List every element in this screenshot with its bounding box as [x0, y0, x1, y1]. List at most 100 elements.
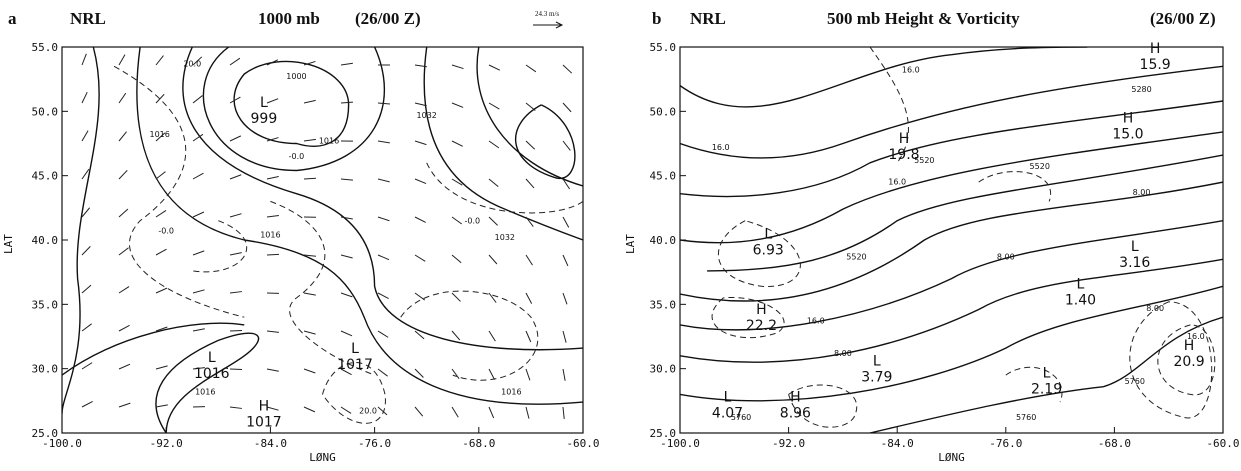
wind-vector [525, 102, 536, 111]
y-tick-label: 30.0 [32, 363, 59, 376]
contour-line [680, 47, 1088, 108]
contour-dashed [1157, 324, 1216, 396]
wind-vector [340, 292, 353, 298]
x-tick-label: -84.0 [254, 437, 287, 450]
x-tick-label: -68.0 [1098, 437, 1131, 450]
contour-dashed [270, 200, 375, 376]
wind-vector [377, 216, 390, 222]
contour-label: 1016 [150, 130, 170, 139]
wind-vector [155, 365, 168, 370]
contour-line [680, 285, 1223, 402]
contour-label: 5280 [1131, 85, 1151, 94]
wind-vector [488, 178, 499, 188]
contour-label: 5520 [914, 156, 934, 165]
y-tick-label: 45.0 [650, 170, 677, 183]
contour-dashed [426, 162, 583, 214]
wind-vector [562, 406, 565, 419]
system-symbol: H [790, 390, 801, 406]
wind-vector [229, 96, 241, 104]
wind-vector [340, 178, 353, 181]
contour-label: 8.00 [834, 349, 852, 358]
contour-line [680, 181, 1223, 302]
contour-line [680, 220, 1223, 331]
contour-line [869, 316, 1223, 433]
wind-vector [525, 178, 535, 189]
wind-vector [155, 404, 168, 408]
wind-vector [451, 178, 463, 186]
wind-vector [155, 326, 168, 332]
contour-line [136, 47, 583, 405]
y-tick-label: 35.0 [32, 298, 59, 311]
wind-vector [81, 168, 90, 180]
x-tick-label: -92.0 [772, 437, 805, 450]
y-tick-label: 30.0 [650, 363, 677, 376]
system-value: 1017 [246, 415, 282, 431]
contour-label: 5520 [846, 252, 866, 261]
y-axis-label: LAT [624, 234, 637, 254]
contour-label: 5760 [731, 413, 751, 422]
panel-label: a [8, 9, 17, 28]
contour-line [62, 322, 245, 376]
contour-line [680, 131, 1223, 244]
y-axis-label: LAT [2, 234, 15, 254]
wind-vector [118, 324, 130, 332]
wind-vector [303, 177, 317, 180]
wind-vector [562, 178, 571, 190]
y-tick-label: 55.0 [650, 41, 677, 54]
wind-vector [451, 140, 463, 147]
wind-vector [118, 363, 131, 370]
wind-vector [562, 254, 569, 267]
wind-vector [229, 213, 242, 218]
wind-vector [192, 211, 205, 218]
x-tick-label: -100.0 [660, 437, 700, 450]
wind-vector [451, 330, 461, 341]
plot-frame [679, 46, 1224, 434]
wind-vector [118, 402, 131, 408]
contour-label: 1000 [286, 72, 306, 81]
contour-line [155, 332, 260, 433]
contour-line [707, 154, 1223, 272]
wind-vector [303, 368, 316, 374]
wind-vector [118, 92, 127, 104]
wind-vector [562, 368, 566, 381]
contour-line [680, 100, 1223, 198]
system-symbol: H [899, 131, 910, 147]
system-symbol: H [1123, 110, 1134, 126]
wind-vector [488, 330, 496, 342]
wind-vector [488, 102, 500, 110]
wind-vector [377, 254, 390, 261]
wind-vector [562, 102, 572, 113]
wind-vector [525, 216, 534, 227]
wind-vector [414, 292, 425, 301]
contour-dashed [400, 290, 539, 381]
contour-line [680, 65, 1223, 159]
system-value: 2.19 [1031, 381, 1062, 397]
wind-vector [155, 132, 166, 142]
wind-vector [451, 102, 464, 108]
wind-vector [192, 56, 203, 66]
wind-vector [377, 368, 388, 377]
contour-line [182, 47, 583, 351]
contour-label: -0.0 [158, 227, 174, 236]
contour-label: 20.0 [183, 59, 201, 68]
wind-vector [488, 64, 501, 71]
y-tick-label: 55.0 [32, 41, 59, 54]
contour-label: 8.00 [1133, 188, 1151, 197]
wind-vector [229, 252, 242, 256]
wind-vector [192, 289, 205, 294]
wind-vector [81, 362, 93, 370]
wind-vector [266, 59, 279, 66]
wind-vector [414, 216, 426, 223]
contour-dashed [192, 220, 248, 273]
wind-vector [488, 368, 495, 380]
wind-vector [377, 406, 388, 416]
wind-vector [377, 102, 391, 105]
y-tick-label: 45.0 [32, 170, 59, 183]
system-value: 3.16 [1119, 255, 1150, 271]
contour-label: 8.00 [1146, 304, 1164, 313]
wind-vector [155, 93, 165, 104]
wind-vector [192, 133, 204, 142]
wind-vector [451, 254, 462, 264]
wind-vector [414, 140, 427, 146]
contour-label: 5520 [1030, 162, 1050, 171]
